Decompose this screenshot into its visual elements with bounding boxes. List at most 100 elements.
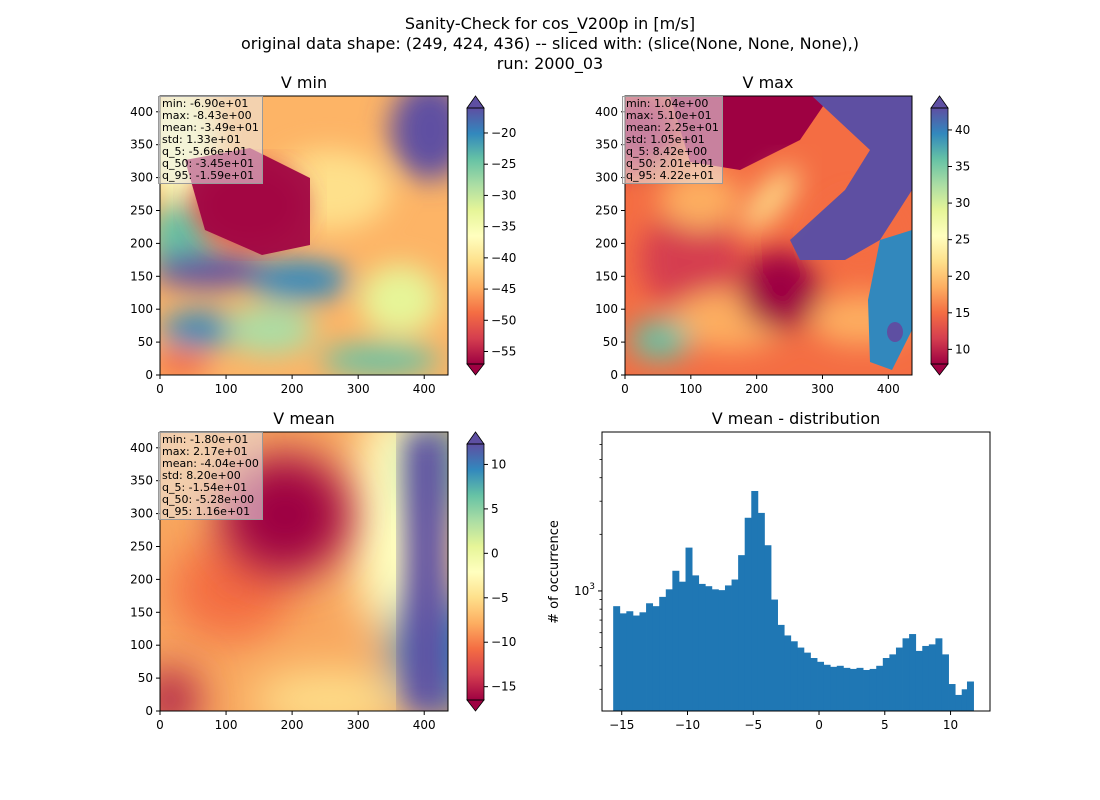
x-tick-label: 100 bbox=[679, 382, 702, 396]
v-max-title: V max bbox=[743, 73, 794, 92]
histogram-bar bbox=[902, 638, 910, 711]
histogram-y-tick-label: 103 bbox=[574, 582, 595, 598]
y-tick-label: 0 bbox=[610, 368, 618, 382]
histogram-bar bbox=[935, 638, 943, 711]
histogram-bar bbox=[613, 606, 621, 711]
colorbar-tick-label: 40 bbox=[955, 123, 970, 137]
histogram-bar bbox=[909, 634, 917, 711]
v-min-stat-q5: q_5: -5.66e+01 bbox=[162, 145, 248, 158]
y-tick-label: 100 bbox=[130, 638, 153, 652]
v-min-stats-box: min: -6.90e+01 max: -8.43e+00 mean: -3.4… bbox=[158, 96, 263, 184]
v-max-stat-min: min: 1.04e+00 bbox=[626, 97, 709, 110]
colorbar-tick-label: −40 bbox=[491, 251, 516, 265]
histogram-y-tick-base: 10 bbox=[574, 584, 589, 598]
colorbar-tick-label: 15 bbox=[955, 306, 970, 320]
colorbar-tick-label: 10 bbox=[955, 342, 970, 356]
histogram-bars bbox=[613, 490, 974, 711]
histogram-bar bbox=[665, 589, 673, 711]
histogram-x-tick-label: 0 bbox=[815, 718, 823, 732]
histogram-bar bbox=[915, 650, 923, 711]
y-tick-label: 50 bbox=[603, 335, 618, 349]
histogram-bar bbox=[626, 611, 634, 711]
colorbar-tick-label: 5 bbox=[491, 502, 499, 516]
y-tick-label: 350 bbox=[130, 138, 153, 152]
x-tick-label: 100 bbox=[215, 718, 238, 732]
histogram-x-tick-label: 5 bbox=[881, 718, 889, 732]
colorbar-tick-label: −55 bbox=[491, 345, 516, 359]
histogram-bar bbox=[777, 624, 785, 711]
v-mean-stats-box: min: -1.80e+01 max: 2.17e+01 mean: -4.04… bbox=[158, 432, 263, 520]
colorbar-tick-label: −45 bbox=[491, 282, 516, 296]
histogram-bar bbox=[966, 681, 974, 711]
histogram-bar bbox=[817, 661, 825, 711]
histogram-bar bbox=[895, 647, 903, 711]
v-mean-stat-mean: mean: -4.04e+00 bbox=[162, 457, 259, 470]
colorbar-tick-label: −25 bbox=[491, 157, 516, 171]
histogram-bar bbox=[632, 615, 640, 711]
histogram-bar bbox=[764, 545, 772, 711]
colorbar-tick-label: 35 bbox=[955, 160, 970, 174]
histogram-bar bbox=[646, 603, 654, 711]
histogram-bar bbox=[797, 647, 805, 711]
y-tick-label: 400 bbox=[130, 441, 153, 455]
v-max-stat-q95: q_95: 4.22e+01 bbox=[626, 169, 715, 182]
v-min-stat-q50: q_50: -3.45e+01 bbox=[162, 157, 255, 170]
histogram-bar bbox=[698, 583, 706, 711]
colorbar-tick-label: −20 bbox=[491, 126, 516, 140]
colorbar-tick-label: −5 bbox=[491, 591, 509, 605]
x-tick-label: 400 bbox=[413, 382, 436, 396]
histogram-bar bbox=[672, 570, 680, 711]
histogram-bar bbox=[961, 689, 969, 711]
colorbar-tick-label: −10 bbox=[491, 635, 516, 649]
colorbar-tick-label: −35 bbox=[491, 220, 516, 234]
x-tick-label: 300 bbox=[347, 382, 370, 396]
y-tick-label: 350 bbox=[130, 474, 153, 488]
histogram-bar bbox=[830, 666, 838, 711]
v-mean-stat-min: min: -1.80e+01 bbox=[162, 433, 249, 446]
histogram-bar bbox=[823, 664, 831, 711]
y-tick-label: 0 bbox=[145, 704, 153, 718]
histogram-x-tick-label: −10 bbox=[675, 718, 700, 732]
histogram-bar bbox=[889, 654, 897, 711]
v-max-stat-max: max: 5.10e+01 bbox=[626, 109, 712, 122]
figure-title-line-2: original data shape: (249, 424, 436) -- … bbox=[241, 34, 859, 53]
histogram-bar bbox=[810, 658, 818, 711]
v-max-stat-q50: q_50: 2.01e+01 bbox=[626, 157, 715, 170]
y-tick-label: 400 bbox=[130, 105, 153, 119]
y-tick-label: 50 bbox=[138, 335, 153, 349]
colorbar-tick-label: −15 bbox=[491, 680, 516, 694]
histogram-bar bbox=[948, 684, 956, 711]
x-tick-label: 0 bbox=[156, 718, 164, 732]
histogram-bar bbox=[863, 669, 871, 711]
histogram-bar bbox=[711, 589, 719, 711]
v-mean-stat-max: max: 2.17e+01 bbox=[162, 445, 248, 458]
colorbar-tick-label: 30 bbox=[955, 196, 970, 210]
y-tick-label: 350 bbox=[595, 138, 618, 152]
histogram-bar bbox=[869, 668, 877, 711]
v-mean-stat-q50: q_50: -5.28e+00 bbox=[162, 493, 255, 506]
y-tick-label: 150 bbox=[130, 605, 153, 619]
v-min-colorbar bbox=[467, 108, 484, 364]
v-mean-title: V mean bbox=[273, 409, 334, 428]
histogram-bar bbox=[705, 586, 713, 711]
histogram-bar bbox=[744, 517, 752, 711]
histogram-bar bbox=[784, 635, 792, 711]
x-tick-label: 200 bbox=[281, 382, 304, 396]
x-tick-label: 400 bbox=[413, 718, 436, 732]
colorbar-tick-label: 20 bbox=[955, 269, 970, 283]
panel-v-max: V max 0 100 200 300 400 0 50 100 150 200 250 300 350… bbox=[595, 73, 970, 396]
v-mean-stat-std: std: 8.20e+00 bbox=[162, 469, 241, 482]
histogram-bar bbox=[790, 641, 798, 711]
histogram-bar bbox=[941, 654, 949, 711]
v-max-stat-std: std: 1.05e+01 bbox=[626, 133, 705, 146]
y-tick-label: 150 bbox=[595, 269, 618, 283]
histogram-x-tick-label: −5 bbox=[744, 718, 762, 732]
histogram-x-tick-label: 10 bbox=[943, 718, 958, 732]
v-min-stat-std: std: 1.33e+01 bbox=[162, 133, 241, 146]
x-tick-label: 0 bbox=[156, 382, 164, 396]
histogram-title: V mean - distribution bbox=[712, 409, 881, 428]
histogram-bar bbox=[955, 694, 963, 711]
y-tick-label: 200 bbox=[130, 572, 153, 586]
